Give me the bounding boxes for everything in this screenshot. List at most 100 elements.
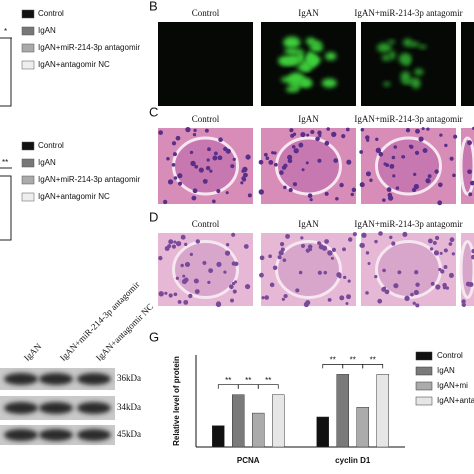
nucleus xyxy=(261,296,265,300)
nucleus xyxy=(305,300,311,306)
nucleus xyxy=(317,130,322,136)
nucleus xyxy=(346,159,352,165)
fluorescence xyxy=(280,76,298,83)
nucleus xyxy=(172,152,177,157)
nucleus xyxy=(378,151,384,157)
nucleus xyxy=(449,237,455,243)
fluorescence xyxy=(408,41,420,47)
nucleus xyxy=(392,174,396,178)
bracket xyxy=(257,384,279,389)
nucleus xyxy=(180,263,184,268)
significance: ** xyxy=(350,355,356,364)
nucleus xyxy=(189,252,193,257)
nucleus xyxy=(365,135,370,140)
nucleus xyxy=(409,144,414,149)
nucleus xyxy=(471,248,474,254)
nucleus xyxy=(347,237,353,242)
legend-swatch xyxy=(21,60,35,70)
nucleus xyxy=(433,250,440,256)
nucleus xyxy=(180,234,186,240)
nucleus xyxy=(263,152,268,157)
nucleus xyxy=(164,291,168,295)
legend-swatch xyxy=(21,158,35,168)
nucleus xyxy=(382,268,386,273)
legend-swatch xyxy=(415,366,433,376)
nucleus xyxy=(231,232,236,237)
nucleus xyxy=(301,168,305,172)
legend-swatch xyxy=(21,9,35,19)
nucleus xyxy=(173,292,178,297)
nucleus xyxy=(192,188,198,194)
nucleus xyxy=(365,291,369,295)
nucleus xyxy=(298,142,304,148)
nucleus xyxy=(265,156,270,161)
nucleus xyxy=(343,275,347,280)
nucleus xyxy=(193,278,199,284)
nucleus xyxy=(339,182,344,188)
nucleus xyxy=(467,169,472,175)
nucleus xyxy=(435,235,440,241)
nucleus xyxy=(412,301,416,305)
nucleus xyxy=(429,247,434,251)
nucleus xyxy=(422,148,428,153)
nucleus xyxy=(425,178,431,184)
nucleus xyxy=(207,280,211,285)
legend-swatch xyxy=(21,175,35,185)
nucleus xyxy=(395,186,400,190)
nucleus xyxy=(375,147,382,154)
glomerulus xyxy=(172,136,239,196)
nucleus xyxy=(212,155,218,161)
legend-swatch xyxy=(21,43,35,53)
nucleus xyxy=(232,289,237,294)
nucleus xyxy=(365,251,370,255)
nucleus xyxy=(216,189,221,194)
nucleus xyxy=(317,270,322,275)
bracket xyxy=(237,384,259,389)
nucleus xyxy=(427,238,433,244)
nucleus xyxy=(347,279,351,283)
nucleus xyxy=(384,289,390,295)
nucleus xyxy=(268,160,274,165)
nucleus xyxy=(209,169,213,173)
nucleus xyxy=(327,297,332,302)
nucleus xyxy=(324,140,330,146)
nucleus xyxy=(427,174,432,179)
panel-letter: G xyxy=(149,329,159,344)
nucleus xyxy=(346,294,351,300)
nucleus xyxy=(177,173,183,179)
legend-label: IgAN+antagomir NC xyxy=(38,192,110,201)
nucleus xyxy=(279,170,284,175)
nucleus xyxy=(233,261,239,267)
legend-label: IgAN xyxy=(38,158,56,167)
nucleus xyxy=(359,150,364,154)
nucleus xyxy=(415,128,420,134)
nucleus xyxy=(283,185,287,190)
nucleus xyxy=(377,298,383,304)
bar xyxy=(336,374,349,448)
nucleus xyxy=(273,151,277,155)
legend: Control IgAN IgAN+miR-214-3p antagomir IgAN… xyxy=(21,9,140,70)
nucleus xyxy=(171,244,177,249)
nucleus xyxy=(374,275,378,279)
nucleus xyxy=(453,134,458,139)
nucleus xyxy=(330,256,334,260)
fluorescence xyxy=(418,44,427,49)
significance: ** xyxy=(265,376,271,385)
nucleus xyxy=(188,293,193,299)
nucleus xyxy=(300,236,304,240)
nucleus xyxy=(247,193,252,198)
nucleus xyxy=(206,158,210,162)
nucleus xyxy=(184,261,191,267)
nucleus xyxy=(387,195,394,201)
band xyxy=(4,373,38,385)
significance: ** xyxy=(330,355,336,364)
nucleus xyxy=(351,187,357,193)
nucleus xyxy=(336,272,342,278)
y-axis-label: Relative level of protein xyxy=(172,356,181,446)
nucleus xyxy=(359,242,365,248)
column-label: IgAN+miR-214-3p antagomir xyxy=(354,8,462,18)
nucleus xyxy=(405,128,411,133)
fluorescence xyxy=(288,49,304,55)
nucleus xyxy=(225,243,230,247)
